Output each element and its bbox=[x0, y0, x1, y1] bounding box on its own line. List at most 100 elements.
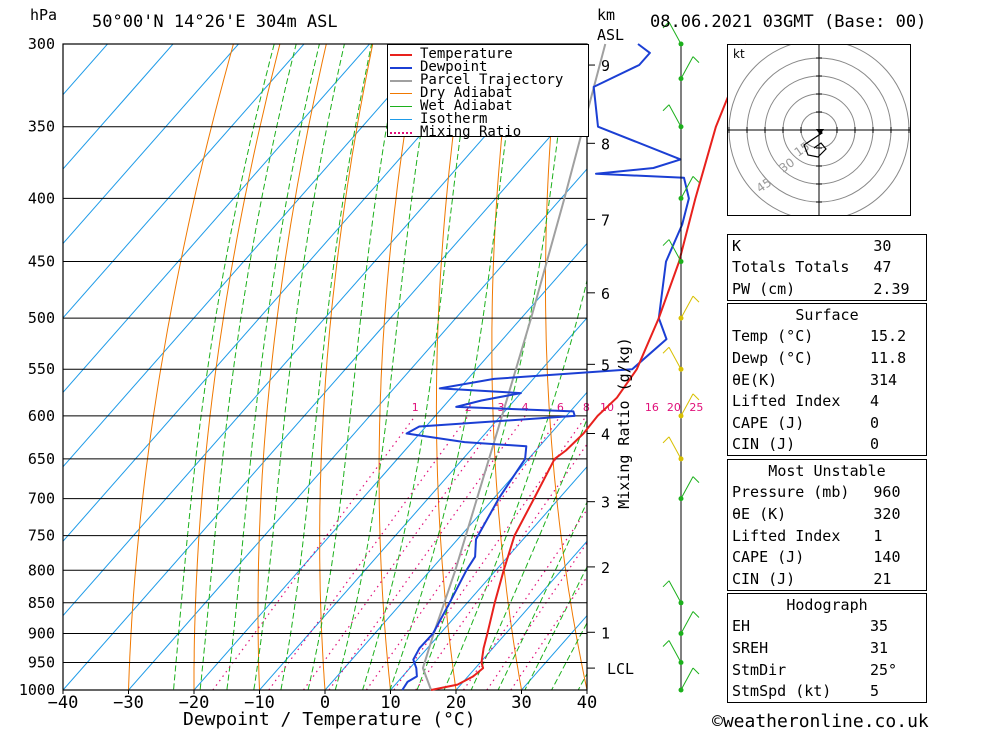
isotherm-line bbox=[455, 540, 587, 690]
table-row: CIN (J) 0 bbox=[732, 435, 880, 454]
dry-adiabat-line bbox=[319, 44, 374, 690]
table-row: Pressure (mb) 960 bbox=[732, 483, 901, 502]
wind-barb-flag bbox=[662, 640, 670, 647]
dry-adiabat-line bbox=[435, 44, 467, 690]
wet-adiabat-line bbox=[470, 417, 587, 690]
chart-datetime: 08.06.2021 03GMT (Base: 00) bbox=[650, 12, 927, 32]
hodograph-trace bbox=[803, 129, 827, 158]
table-row: StmDir 25° bbox=[732, 660, 898, 679]
height-tick-label: 7 bbox=[601, 211, 610, 229]
x-tick-label: −20 bbox=[179, 693, 210, 713]
wet-adiabat-line bbox=[389, 44, 519, 690]
hodograph-panel: kt 15 30 45 bbox=[727, 39, 911, 221]
table-row: CIN (J) 21 bbox=[732, 569, 892, 588]
x-tick-label: −10 bbox=[244, 693, 275, 713]
pressure-tick-label: 800 bbox=[28, 561, 55, 579]
isotherm-line bbox=[324, 391, 587, 690]
wind-barb-flag bbox=[662, 580, 670, 588]
wet-adiabat-line bbox=[199, 44, 297, 690]
dry-adiabat-line bbox=[973, 7, 1000, 716]
table-row: SREH 31 bbox=[732, 638, 889, 657]
wind-barb-flag bbox=[692, 667, 700, 675]
height-unit-label: km bbox=[597, 6, 616, 24]
legend: Temperature Dewpoint Parcel Trajectory D… bbox=[387, 44, 589, 139]
temperature-line bbox=[430, 43, 748, 691]
isotherm-line bbox=[63, 44, 305, 319]
wind-barb-flag bbox=[692, 476, 700, 483]
storm-motion-marker bbox=[816, 129, 824, 135]
panel-title: Most Unstable bbox=[768, 461, 886, 480]
height-tick-label: 1 bbox=[601, 624, 610, 642]
plot-frame bbox=[62, 43, 588, 691]
wind-barb bbox=[668, 346, 682, 370]
pressure-tick-label: 600 bbox=[28, 407, 55, 425]
x-axis-label: Dewpoint / Temperature (°C) bbox=[183, 709, 476, 730]
pressure-tick-label: 1000 bbox=[19, 681, 55, 699]
isotherm-line bbox=[63, 44, 174, 170]
mixing-ratio-label: 4 bbox=[522, 401, 529, 414]
pressure-tick-label: 400 bbox=[28, 189, 55, 207]
isotherm-line bbox=[63, 44, 109, 96]
isotherm-line bbox=[63, 44, 436, 468]
wind-barb-flag bbox=[692, 176, 700, 183]
wet-adiabat-line bbox=[362, 44, 475, 690]
wind-barb bbox=[668, 104, 682, 127]
dry-adiabat-line bbox=[545, 44, 587, 690]
pressure-tick-label: 950 bbox=[28, 653, 55, 671]
wind-barb bbox=[680, 611, 694, 634]
wet-adiabat-line bbox=[253, 44, 345, 690]
table-row: K 30 bbox=[732, 236, 892, 255]
pressure-tick-label: 450 bbox=[28, 253, 55, 271]
x-tick-label: 20 bbox=[446, 693, 466, 713]
mixing-ratio-label: 16 bbox=[645, 401, 659, 414]
credit-link[interactable]: ©weatheronline.co.uk bbox=[712, 711, 929, 732]
wet-adiabat-line bbox=[416, 44, 571, 690]
wind-barb-flag bbox=[692, 295, 700, 303]
dry-adiabat-line bbox=[257, 44, 327, 690]
wind-barb-dot bbox=[678, 124, 684, 130]
wet-adiabat-line bbox=[443, 278, 587, 690]
isotherm-line bbox=[258, 317, 587, 690]
x-tick-label: 10 bbox=[380, 693, 400, 713]
x-tick-label: −40 bbox=[48, 693, 79, 713]
mixing-ratio-line bbox=[268, 415, 469, 690]
pressure-tick-label: 700 bbox=[28, 490, 55, 508]
x-tick-label: 40 bbox=[577, 693, 597, 713]
dry-adiabat-line bbox=[491, 44, 523, 690]
mixing-ratio-line bbox=[510, 575, 587, 690]
wind-barb-flag bbox=[662, 239, 670, 246]
height-tick-label: 3 bbox=[601, 494, 610, 512]
wind-barb-flag bbox=[692, 611, 700, 618]
x-tick-label: 0 bbox=[320, 693, 330, 713]
wind-barb bbox=[680, 295, 694, 319]
most-unstable-panel: Most Unstable Pressure (mb) 960 θE (K) 320… bbox=[727, 459, 927, 591]
isotherm-line bbox=[193, 242, 587, 690]
wet-adiabat-line bbox=[497, 501, 587, 690]
hodograph-ring-label: 30 bbox=[777, 155, 798, 175]
wind-barb bbox=[668, 640, 682, 663]
mixing-ratio-line bbox=[328, 415, 526, 690]
pressure-tick-label: 850 bbox=[28, 594, 55, 612]
wind-barb-flag bbox=[692, 56, 700, 63]
mixing-ratio-label: 1 bbox=[412, 401, 419, 414]
mixing-ratio-line bbox=[393, 415, 587, 690]
pressure-tick-label: 900 bbox=[28, 624, 55, 642]
height-tick-label: 2 bbox=[601, 559, 610, 577]
hodograph-ring-label: 45 bbox=[754, 175, 775, 195]
table-row: Lifted Index 4 bbox=[732, 392, 880, 411]
chart-title: 50°00'N 14°26'E 304m ASL bbox=[92, 12, 338, 32]
height-tick-label: 8 bbox=[601, 135, 610, 153]
hodograph-table-panel: Hodograph EH 35 SREH 31 StmDir 25° StmSpd (… bbox=[727, 593, 927, 703]
pressure-tick-label: 650 bbox=[28, 450, 55, 468]
table-row: θE(K) 314 bbox=[732, 370, 898, 389]
wet-adiabat-line bbox=[172, 44, 275, 690]
mixing-ratio-label: 25 bbox=[689, 401, 703, 414]
hodograph-unit: kt bbox=[733, 47, 745, 61]
mixing-ratio-label: 3 bbox=[498, 401, 505, 414]
table-row: EH 35 bbox=[732, 617, 889, 636]
x-tick-label: 30 bbox=[511, 693, 531, 713]
height-tick-label: 4 bbox=[601, 426, 610, 444]
wind-barb-flag bbox=[662, 436, 670, 444]
indices-panel: K 30 Totals Totals 47 PW (cm) 2.39 bbox=[727, 234, 927, 301]
mixing-ratio-label: 6 bbox=[557, 401, 564, 414]
